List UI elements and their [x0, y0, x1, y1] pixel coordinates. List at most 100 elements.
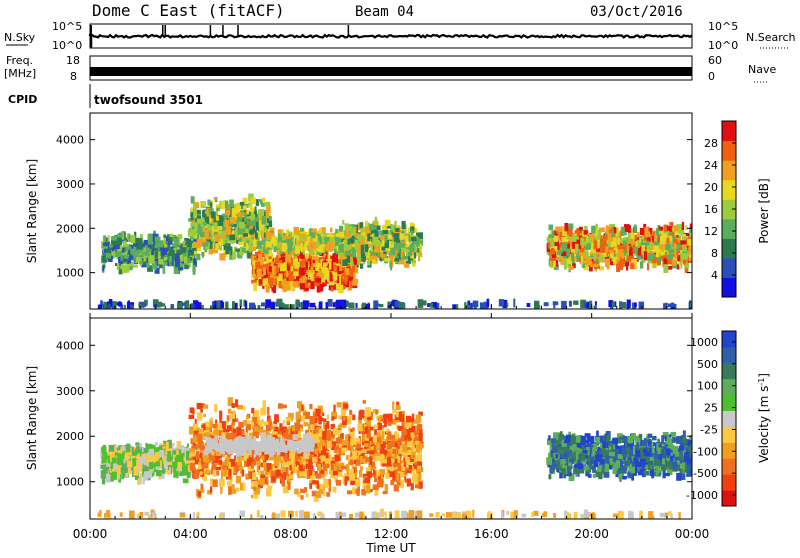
scatter-cell: [352, 250, 356, 257]
scatter-cell: [184, 257, 187, 264]
scatter-cell: [197, 403, 202, 409]
scatter-cell: [211, 211, 216, 218]
scatter-cell: [112, 301, 117, 305]
scatter-cell: [229, 200, 234, 208]
scatter-cell: [418, 299, 424, 308]
scatter-cell: [210, 203, 212, 207]
scatter-cell: [278, 263, 280, 268]
scatter-cell: [499, 299, 504, 306]
scatter-cell: [155, 251, 158, 258]
scatter-cell: [657, 249, 661, 253]
scatter-cell: [304, 244, 306, 248]
nave-label: Nave: [748, 63, 776, 76]
scatter-cell: [187, 265, 190, 268]
station-title: Dome C East (fitACF): [92, 1, 285, 20]
colorbar-segment: [722, 121, 736, 141]
scatter-cell: [140, 477, 142, 483]
scatter-cell: [330, 227, 333, 232]
scatter-cell: [102, 265, 104, 271]
scatter-cell: [128, 260, 132, 263]
scatter-cell: [258, 209, 264, 216]
scatter-cell: [111, 473, 114, 479]
scatter-cell: [293, 258, 298, 265]
scatter-cell: [243, 233, 248, 237]
nave-tick-bottom: 0: [708, 70, 715, 83]
scatter-cell: [270, 228, 275, 231]
scatter-cell: [117, 263, 120, 270]
scatter-cell: [225, 248, 229, 254]
scatter-cell: [562, 237, 568, 242]
scatter-cell: [356, 303, 358, 308]
scatter-cell: [377, 225, 381, 230]
scatter-cell: [419, 254, 423, 257]
scatter-cell: [198, 224, 201, 231]
scatter-cell: [123, 255, 128, 259]
scatter-cell: [395, 228, 399, 232]
scatter-cell: [544, 302, 549, 306]
scatter-cell: [332, 254, 338, 262]
scatter-cell: [309, 243, 312, 252]
scatter-cell: [667, 238, 670, 244]
scatter-cell: [103, 243, 109, 246]
scatter-cell: [280, 263, 285, 271]
scatter-cell: [608, 241, 611, 247]
scatter-cell: [232, 208, 236, 217]
scatter-cell: [311, 266, 314, 272]
scatter-cell: [323, 263, 328, 267]
scatter-cell: [382, 431, 385, 440]
scatter-cell: [210, 486, 212, 492]
scatter-cell: [167, 458, 169, 461]
scatter-cell: [193, 242, 197, 248]
scatter-cell: [591, 226, 595, 234]
scatter-cell: [599, 255, 604, 262]
scatter-cell: [399, 302, 405, 308]
scatter-cell: [266, 241, 272, 247]
scatter-cell: [144, 471, 150, 478]
scatter-cell: [299, 267, 305, 275]
scatter-cell: [171, 304, 175, 308]
scatter-cell: [103, 235, 106, 241]
scatter-cell: [194, 258, 196, 264]
scatter-cell: [150, 258, 152, 264]
scatter-cell: [109, 445, 114, 452]
scatter-cell: [326, 492, 330, 497]
scatter-cell: [672, 260, 677, 266]
scatter-cell: [257, 241, 262, 249]
scatter-cell: [169, 249, 174, 254]
scatter-cell: [626, 262, 628, 271]
scatter-cell: [306, 493, 309, 497]
scatter-cell: [554, 236, 559, 242]
scatter-cell: [129, 266, 133, 270]
scatter-cell: [343, 286, 345, 290]
scatter-cell: [108, 305, 111, 309]
y-tick-label: 3000: [56, 178, 84, 191]
scatter-cell: [210, 478, 213, 485]
scatter-cell: [112, 248, 114, 252]
scatter-cell: [680, 260, 682, 269]
scatter-cell: [134, 467, 139, 476]
scatter-cell: [262, 198, 265, 202]
scatter-cell: [588, 237, 593, 243]
scatter-cell: [402, 221, 406, 229]
scatter-cell: [339, 226, 343, 232]
scatter-cell: [164, 257, 168, 261]
scatter-cell: [667, 226, 672, 231]
scatter-cell: [582, 263, 585, 268]
scatter-cell: [388, 422, 392, 426]
scatter-cell: [373, 303, 379, 306]
scatter-cell: [139, 464, 142, 471]
scatter-cell: [153, 455, 156, 461]
scatter-cell: [624, 224, 630, 227]
scatter-cell: [642, 245, 645, 251]
scatter-cell: [575, 244, 579, 252]
scatter-cell: [268, 232, 271, 239]
scatter-cell: [599, 266, 604, 270]
freq-tick-bottom: 8: [70, 70, 77, 83]
scatter-cell: [214, 404, 217, 412]
scatter-cell: [301, 243, 304, 251]
scatter-cell: [202, 219, 205, 222]
nave-tick-top: 60: [708, 54, 722, 67]
scatter-cell: [266, 264, 269, 269]
scatter-cell: [238, 212, 242, 217]
scatter-cell: [256, 222, 259, 231]
